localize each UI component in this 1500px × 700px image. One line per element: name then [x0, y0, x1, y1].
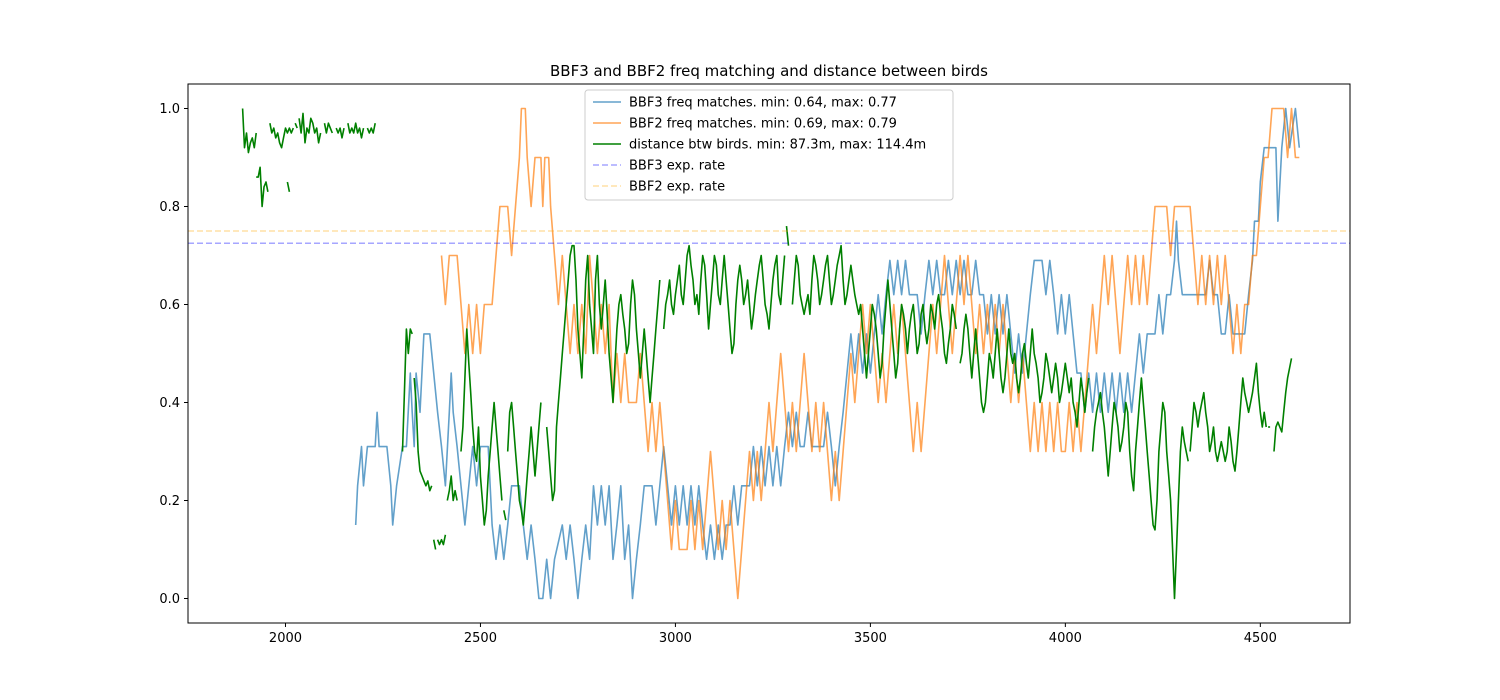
series-2-segment-12: [432, 539, 437, 550]
plot-area: [187, 83, 1351, 624]
series-2-segment-24: [1189, 362, 1267, 472]
series-1: [440, 107, 1300, 600]
series-1-segment-0: [440, 107, 1300, 600]
series-2-segment-13: [436, 534, 447, 546]
series-2-segment-22: [959, 313, 1090, 428]
series-2: [241, 108, 1293, 600]
x-tick-label: 3000: [659, 631, 692, 646]
series-0: [354, 107, 1301, 600]
legend: BBF3 freq matches. min: 0.64, max: 0.77 B…: [584, 89, 954, 201]
series-2-segment-17: [506, 401, 542, 526]
legend-label-1: BBF2 freq matches. min: 0.69, max: 0.79: [629, 117, 897, 132]
legend-label-3: BBF3 exp. rate: [629, 159, 725, 174]
series-2-segment-19: [662, 244, 786, 355]
x-tick-label: 4000: [1049, 631, 1082, 646]
y-axis: 0.0 0.2 0.4 0.6 0.8 1.0: [159, 102, 188, 607]
series-2-segment-14: [446, 475, 458, 502]
axes-frame: [187, 83, 1351, 624]
series-2-segment-10: [401, 328, 413, 452]
series-2-segment-2: [269, 123, 295, 149]
y-tick-label: 0.4: [159, 396, 180, 411]
legend-label-4: BBF2 exp. rate: [629, 180, 725, 195]
series-2-segment-8: [347, 122, 365, 139]
series-2-segment-20: [785, 226, 790, 246]
series-2-segment-5: [298, 112, 322, 144]
x-tick-label: 2500: [464, 631, 497, 646]
x-tick-label: 3500: [854, 631, 887, 646]
series-2-segment-23: [1091, 377, 1189, 600]
series-2-segment-0: [241, 108, 257, 154]
series-2-segment-18: [545, 244, 661, 502]
series-2-segment-9: [366, 123, 376, 134]
series-2-segment-3: [286, 181, 291, 192]
series-2-segment-4: [294, 122, 298, 129]
series-2-segment-7: [335, 127, 345, 139]
series-2-segment-16: [503, 510, 507, 521]
y-tick-label: 1.0: [159, 102, 180, 117]
series-2-segment-6: [323, 122, 334, 134]
series-2-segment-1: [256, 166, 269, 208]
legend-label-2: distance btw birds. min: 87.3m, max: 114…: [629, 138, 926, 153]
x-tick-label: 4500: [1244, 631, 1277, 646]
series-2-segment-11: [413, 377, 433, 492]
y-tick-label: 0.0: [159, 592, 180, 607]
series-0-segment-0: [354, 107, 1301, 600]
series-2-segment-26: [1273, 358, 1293, 452]
chart-title: BBF3 and BBF2 freq matching and distance…: [550, 62, 988, 80]
legend-box: [584, 89, 954, 201]
series-layer: [188, 107, 1350, 600]
series-2-segment-21: [791, 244, 957, 379]
x-tick-label: 2000: [269, 631, 302, 646]
y-tick-label: 0.8: [159, 200, 180, 215]
legend-label-0: BBF3 freq matches. min: 0.64, max: 0.77: [629, 96, 897, 111]
series-2-segment-15: [460, 328, 503, 526]
y-tick-label: 0.2: [159, 494, 180, 509]
y-tick-label: 0.6: [159, 298, 180, 313]
x-axis: 2000 2500 3000 3500 4000 4500: [269, 623, 1277, 646]
